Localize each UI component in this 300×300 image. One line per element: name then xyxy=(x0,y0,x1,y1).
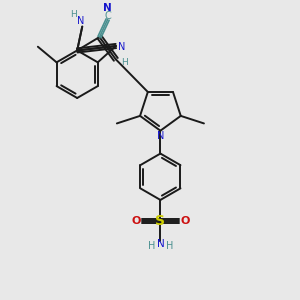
Text: N: N xyxy=(157,131,165,141)
Text: H: H xyxy=(121,58,128,67)
Text: N: N xyxy=(157,239,165,249)
Text: H: H xyxy=(166,241,173,251)
Text: H: H xyxy=(70,10,77,19)
Text: S: S xyxy=(155,214,165,228)
Text: N: N xyxy=(77,16,84,26)
Text: N: N xyxy=(103,3,112,13)
Text: O: O xyxy=(180,216,190,226)
Text: O: O xyxy=(131,216,141,226)
Text: C: C xyxy=(104,11,111,21)
Text: N: N xyxy=(118,43,125,52)
Text: H: H xyxy=(148,241,156,251)
